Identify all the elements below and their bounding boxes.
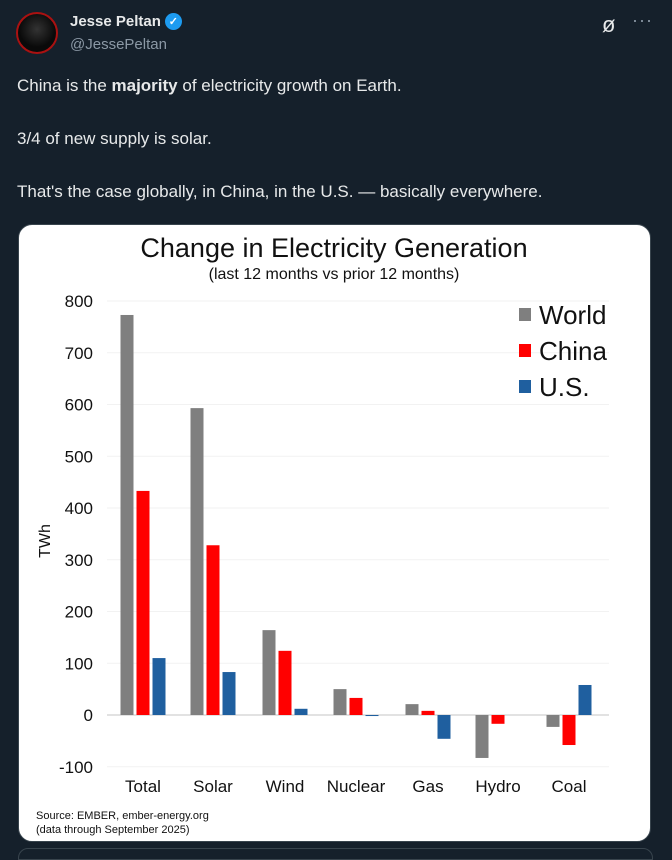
- legend-swatch: [519, 308, 531, 321]
- legend-swatch: [519, 344, 531, 357]
- bar-us-gas: [437, 715, 451, 739]
- bar-china-nuclear: [349, 697, 363, 715]
- tweet-line-3: That's the case globally, in China, in t…: [17, 182, 543, 201]
- bar-us-solar: [222, 672, 236, 715]
- chart-title: Change in Electricity Generation: [140, 233, 527, 263]
- bar-china-hydro: [491, 715, 505, 724]
- x-tick-label: Solar: [193, 777, 233, 796]
- bar-world-solar: [190, 408, 204, 715]
- x-tick-label: Coal: [552, 777, 587, 796]
- y-tick-label: 100: [65, 654, 93, 673]
- x-tick-label: Nuclear: [327, 777, 386, 796]
- bar-world-hydro: [475, 715, 489, 758]
- legend-label: World: [539, 300, 606, 330]
- author-handle[interactable]: @JessePeltan: [70, 36, 167, 53]
- grok-icon[interactable]: ø: [602, 12, 616, 37]
- y-tick-label: 200: [65, 603, 93, 622]
- y-tick-label: 600: [65, 396, 93, 415]
- avatar[interactable]: [16, 12, 58, 54]
- tweet-image[interactable]: Change in Electricity Generation (last 1…: [18, 224, 651, 842]
- more-icon[interactable]: ···: [632, 10, 653, 30]
- bar-us-total: [152, 658, 166, 715]
- bar-us-nuclear: [365, 715, 379, 717]
- next-card: [18, 848, 653, 860]
- bar-world-wind: [262, 630, 276, 715]
- bar-world-nuclear: [333, 689, 347, 715]
- bar-us-wind: [294, 708, 308, 715]
- bar-chart: Change in Electricity Generation (last 1…: [36, 233, 609, 836]
- y-tick-label: 400: [65, 499, 93, 518]
- bar-china-solar: [206, 545, 220, 715]
- chart-subtitle: (last 12 months vs prior 12 months): [209, 266, 460, 283]
- bar-world-gas: [405, 704, 419, 715]
- source-line-1: Source: EMBER, ember-energy.org: [36, 810, 209, 822]
- bar-world-total: [120, 314, 134, 715]
- y-tick-label: 800: [65, 292, 93, 311]
- bar-china-total: [136, 490, 150, 715]
- x-tick-label: Wind: [266, 777, 305, 796]
- bar-china-coal: [562, 715, 576, 746]
- author-name[interactable]: Jesse Peltan ✓: [70, 13, 182, 30]
- x-tick-label: Total: [125, 777, 161, 796]
- legend-label: China: [539, 336, 607, 366]
- x-tick-label: Hydro: [475, 777, 520, 796]
- legend-swatch: [519, 380, 531, 393]
- y-tick-label: 0: [84, 706, 93, 725]
- y-tick-label: 700: [65, 344, 93, 363]
- bar-us-coal: [578, 684, 592, 715]
- bar-world-coal: [546, 715, 560, 727]
- source-line-2: (data through September 2025): [36, 824, 190, 836]
- legend-label: U.S.: [539, 372, 590, 402]
- y-axis-label: TWh: [37, 524, 54, 558]
- y-tick-label: -100: [59, 758, 93, 777]
- tweet-line-2: 3/4 of new supply is solar.: [17, 129, 212, 148]
- y-tick-label: 300: [65, 551, 93, 570]
- bar-china-wind: [278, 650, 292, 715]
- bar-china-gas: [421, 710, 435, 715]
- x-tick-label: Gas: [412, 777, 443, 796]
- tweet-line-1: China is the majority of electricity gro…: [17, 76, 402, 95]
- y-tick-label: 500: [65, 447, 93, 466]
- verified-badge-icon: ✓: [164, 13, 182, 30]
